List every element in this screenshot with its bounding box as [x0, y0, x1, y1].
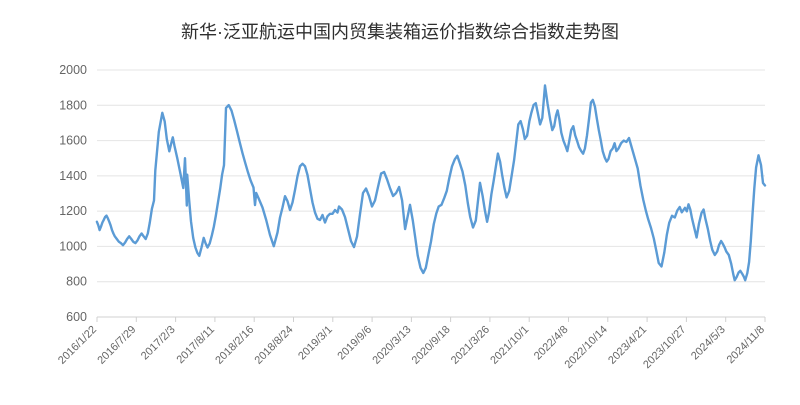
svg-text:2022/4/8: 2022/4/8: [532, 324, 571, 363]
svg-text:2024/11/8: 2024/11/8: [725, 324, 768, 367]
svg-text:800: 800: [66, 275, 87, 289]
svg-text:1600: 1600: [59, 134, 87, 148]
svg-text:2021/10/1: 2021/10/1: [488, 324, 531, 367]
svg-text:1200: 1200: [59, 204, 87, 218]
svg-text:2016/1/22: 2016/1/22: [56, 324, 99, 367]
svg-text:2023/10/27: 2023/10/27: [641, 324, 688, 371]
svg-text:2000: 2000: [59, 63, 87, 77]
svg-text:2021/3/26: 2021/3/26: [449, 324, 492, 367]
svg-text:2018/8/24: 2018/8/24: [253, 324, 296, 367]
svg-text:2019/3/1: 2019/3/1: [296, 324, 335, 363]
svg-text:2020/9/18: 2020/9/18: [410, 324, 453, 367]
svg-text:2018/2/16: 2018/2/16: [213, 324, 256, 367]
svg-text:2016/7/29: 2016/7/29: [95, 324, 138, 367]
svg-text:1800: 1800: [59, 98, 87, 112]
svg-text:2024/5/3: 2024/5/3: [689, 324, 728, 363]
svg-text:2017/2/3: 2017/2/3: [139, 324, 178, 363]
svg-text:600: 600: [66, 310, 87, 324]
svg-text:1000: 1000: [59, 239, 87, 253]
svg-text:2017/8/11: 2017/8/11: [175, 324, 218, 367]
svg-text:2022/10/14: 2022/10/14: [563, 324, 610, 371]
svg-text:2019/9/6: 2019/9/6: [335, 324, 374, 363]
svg-text:2020/3/13: 2020/3/13: [370, 324, 413, 367]
svg-text:1400: 1400: [59, 169, 87, 183]
